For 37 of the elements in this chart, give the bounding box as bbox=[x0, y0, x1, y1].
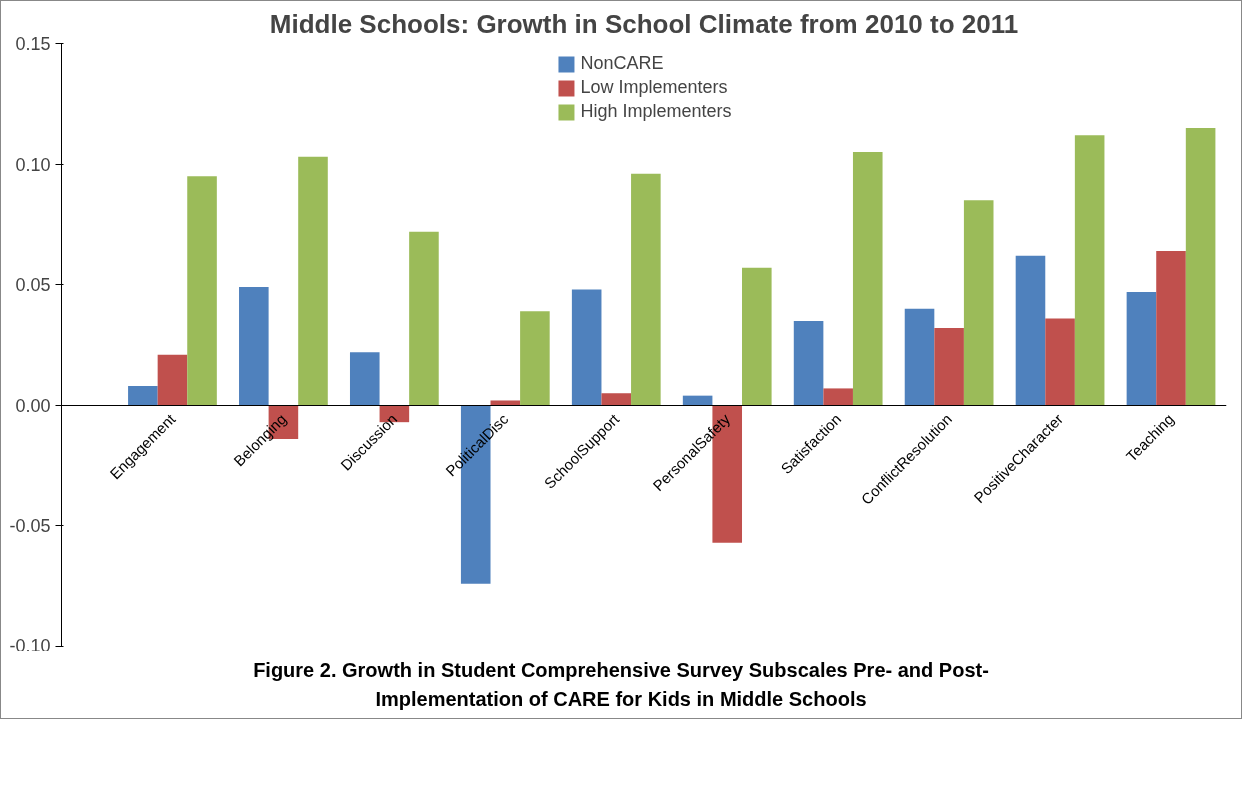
bar bbox=[793, 320, 824, 406]
legend-label: High Implementers bbox=[580, 101, 732, 122]
bar bbox=[682, 395, 713, 406]
bar bbox=[1185, 127, 1216, 406]
y-tick-label: 0.15 bbox=[15, 34, 51, 54]
bar bbox=[852, 152, 883, 406]
bar bbox=[904, 308, 935, 406]
bar bbox=[490, 400, 521, 406]
bar bbox=[157, 354, 188, 406]
bar bbox=[963, 200, 994, 406]
chart-title: Middle Schools: Growth in School Climate from 2010 to 2011 bbox=[269, 8, 1019, 39]
bar bbox=[520, 311, 550, 406]
bar bbox=[187, 176, 217, 406]
bar bbox=[298, 156, 328, 406]
y-tick-label: -0.10 bbox=[9, 635, 51, 656]
caption: Figure 2. Growth in Student Comprehensive Survey Subscales Pre- and Post-Implementation of CARE for Kids in Middle Schools bbox=[252, 658, 990, 712]
y-tick-label: -0.05 bbox=[9, 516, 51, 537]
y-tick-label: 0.00 bbox=[15, 395, 51, 416]
bar bbox=[823, 388, 853, 406]
bar bbox=[1074, 135, 1105, 406]
bar bbox=[239, 287, 269, 406]
y-tick-label: 0.05 bbox=[15, 275, 51, 296]
bar bbox=[1126, 291, 1157, 406]
bar bbox=[742, 267, 772, 406]
bar bbox=[409, 231, 439, 406]
bar bbox=[631, 173, 661, 406]
bar bbox=[1015, 255, 1046, 406]
bar bbox=[1156, 250, 1186, 406]
y-tick-label: 0.10 bbox=[15, 154, 51, 175]
legend-label: Low Implementers bbox=[580, 77, 728, 98]
bar bbox=[571, 289, 602, 406]
bar bbox=[601, 393, 632, 406]
bar bbox=[934, 328, 964, 406]
legend-label: NonCARE bbox=[580, 53, 664, 74]
bar bbox=[349, 352, 380, 406]
bar bbox=[128, 386, 158, 406]
bar bbox=[1045, 318, 1075, 406]
